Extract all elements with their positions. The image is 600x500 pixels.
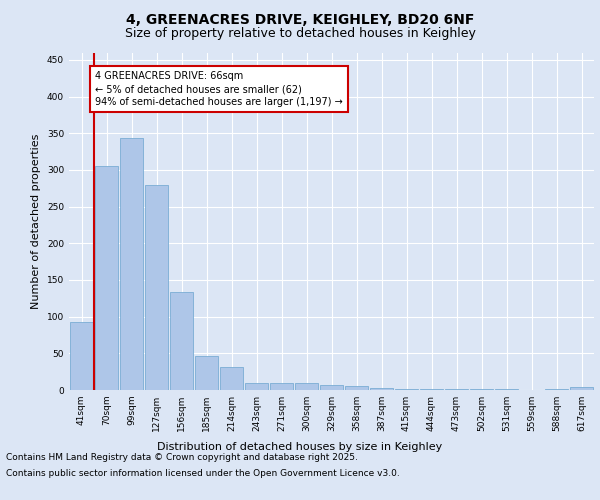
Bar — [270, 382, 293, 390]
Bar — [370, 388, 393, 390]
Bar — [170, 292, 193, 390]
Text: Distribution of detached houses by size in Keighley: Distribution of detached houses by size … — [157, 442, 443, 452]
Bar — [395, 388, 418, 390]
Text: 4 GREENACRES DRIVE: 66sqm
← 5% of detached houses are smaller (62)
94% of semi-d: 4 GREENACRES DRIVE: 66sqm ← 5% of detach… — [95, 71, 343, 107]
Bar — [245, 382, 268, 390]
Y-axis label: Number of detached properties: Number of detached properties — [31, 134, 41, 309]
Bar — [195, 356, 218, 390]
Bar — [95, 166, 118, 390]
Bar — [120, 138, 143, 390]
Text: Size of property relative to detached houses in Keighley: Size of property relative to detached ho… — [125, 28, 475, 40]
Bar — [320, 385, 343, 390]
Bar — [295, 382, 318, 390]
Bar — [145, 184, 168, 390]
Bar — [345, 386, 368, 390]
Bar — [70, 322, 93, 390]
Bar — [220, 368, 243, 390]
Text: Contains public sector information licensed under the Open Government Licence v3: Contains public sector information licen… — [6, 468, 400, 477]
Bar — [570, 387, 593, 390]
Text: 4, GREENACRES DRIVE, KEIGHLEY, BD20 6NF: 4, GREENACRES DRIVE, KEIGHLEY, BD20 6NF — [126, 12, 474, 26]
Text: Contains HM Land Registry data © Crown copyright and database right 2025.: Contains HM Land Registry data © Crown c… — [6, 454, 358, 462]
